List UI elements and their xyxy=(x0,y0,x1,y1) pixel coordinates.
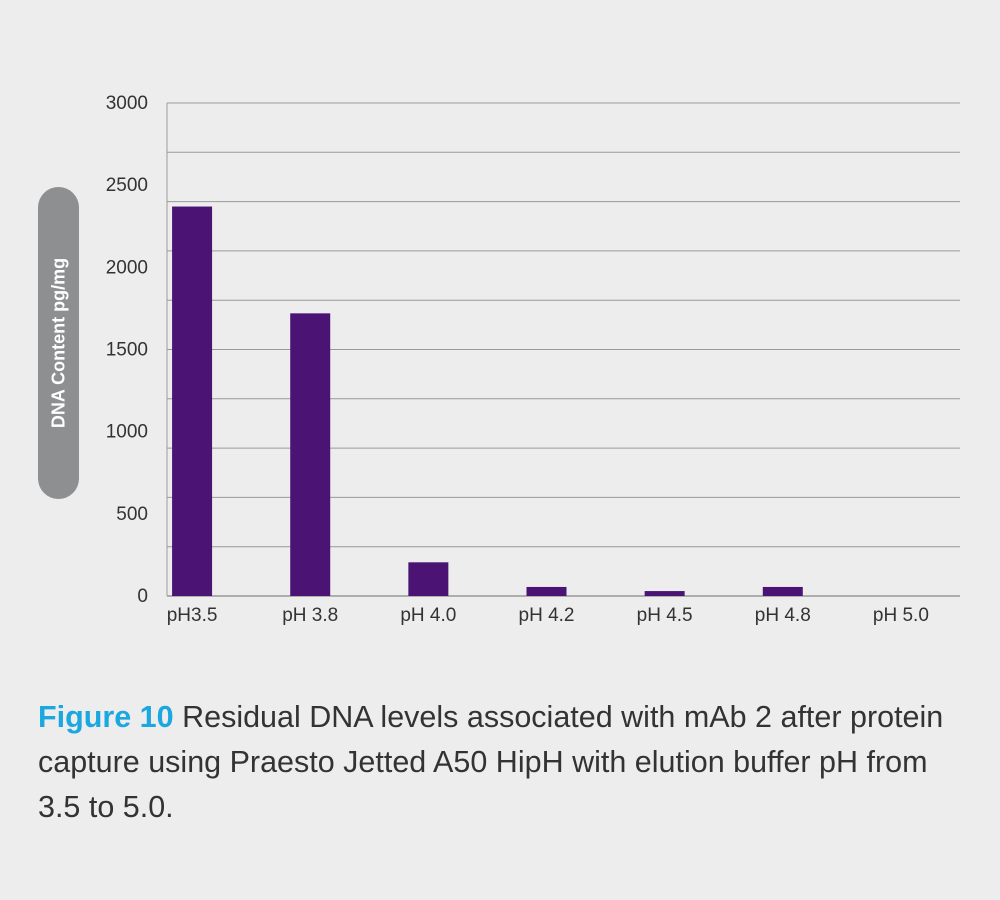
x-tick-label: pH 4.0 xyxy=(400,605,456,626)
x-tick-label: pH 5.0 xyxy=(873,605,929,626)
bar xyxy=(644,591,685,596)
caption-text: Residual DNA levels associated with mAb … xyxy=(38,700,944,824)
y-tick-label: 0 xyxy=(137,586,148,607)
y-axis-label-pill xyxy=(38,187,79,499)
x-tick-label: pH 3.8 xyxy=(282,605,338,626)
x-tick-label: pH 4.2 xyxy=(519,605,575,626)
x-tick-label: pH3.5 xyxy=(167,605,218,626)
bar xyxy=(762,586,803,596)
x-tick-label: pH 4.8 xyxy=(755,605,811,626)
y-tick-label: 1000 xyxy=(106,422,148,443)
figure-caption: Figure 10 Residual DNA levels associated… xyxy=(38,695,973,830)
y-tick-label: 2500 xyxy=(106,175,148,196)
bar xyxy=(408,562,449,596)
y-tick-label: 1500 xyxy=(106,340,148,361)
bar xyxy=(290,313,331,596)
y-tick-label: 3000 xyxy=(106,93,148,114)
x-tick-label: pH 4.5 xyxy=(637,605,693,626)
bar xyxy=(172,206,213,596)
bar-chart: 0 500 1000 1500 2000 2500 3000 pH3.5 pH 3.8 pH 4… xyxy=(106,93,960,626)
y-ticks: 0 500 1000 1500 2000 2500 3000 xyxy=(106,93,148,607)
y-tick-label: 500 xyxy=(116,504,148,525)
figure-number: Figure 10 xyxy=(38,700,174,734)
x-ticks: pH3.5 pH 3.8 pH 4.0 pH 4.2 pH 4.5 pH 4.8 pH 5.… xyxy=(167,605,929,626)
bar xyxy=(526,586,567,596)
bars xyxy=(172,206,803,596)
gridlines xyxy=(167,102,960,597)
y-tick-label: 2000 xyxy=(106,257,148,278)
